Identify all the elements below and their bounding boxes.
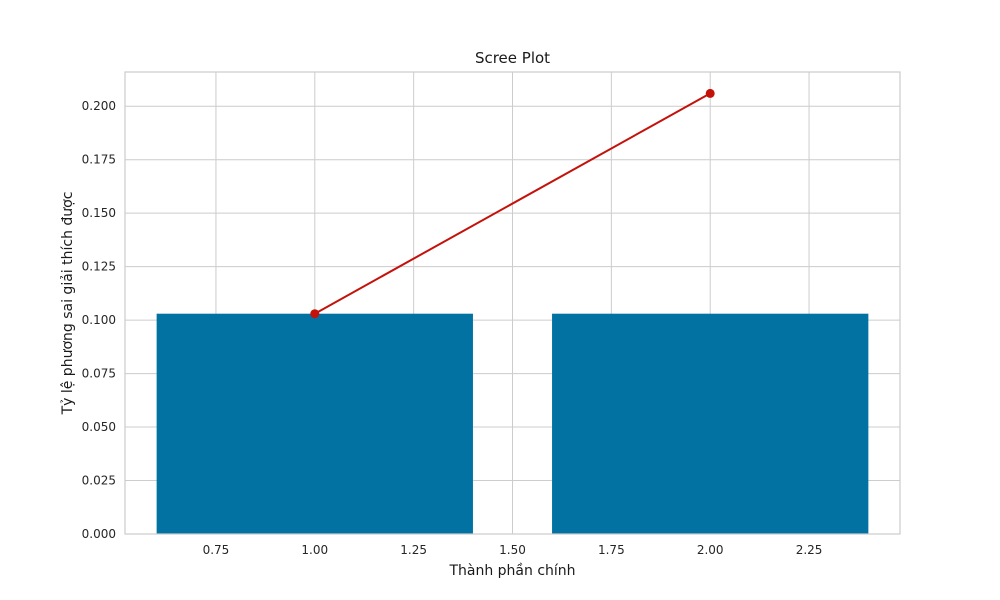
chart-title: Scree Plot bbox=[474, 49, 551, 67]
y-tick-label: 0.100 bbox=[82, 313, 116, 327]
x-tick-label: 0.75 bbox=[203, 543, 230, 557]
x-tick-label: 1.75 bbox=[598, 543, 625, 557]
y-tick-label: 0.200 bbox=[82, 99, 116, 113]
y-tick-label: 0.025 bbox=[82, 474, 116, 488]
y-tick-label: 0.150 bbox=[82, 206, 116, 220]
y-tick-label: 0.125 bbox=[82, 260, 116, 274]
bar bbox=[552, 313, 869, 534]
x-tick-label: 1.25 bbox=[400, 543, 427, 557]
x-axis-label: Thành phần chính bbox=[449, 563, 576, 579]
line-point bbox=[705, 88, 715, 98]
x-tick-label: 1.00 bbox=[301, 543, 328, 557]
y-tick-label: 0.000 bbox=[82, 527, 116, 541]
y-tick-label: 0.175 bbox=[82, 153, 116, 167]
series-line bbox=[314, 92, 711, 315]
x-tick-label: 1.50 bbox=[499, 543, 526, 557]
axes-frame bbox=[124, 71, 901, 535]
y-tick-label: 0.075 bbox=[82, 367, 116, 381]
y-tick-label: 0.050 bbox=[82, 420, 116, 434]
line-point bbox=[310, 309, 320, 319]
x-tick-label: 2.25 bbox=[796, 543, 823, 557]
x-tick-label: 2.00 bbox=[697, 543, 724, 557]
bar bbox=[156, 313, 473, 534]
